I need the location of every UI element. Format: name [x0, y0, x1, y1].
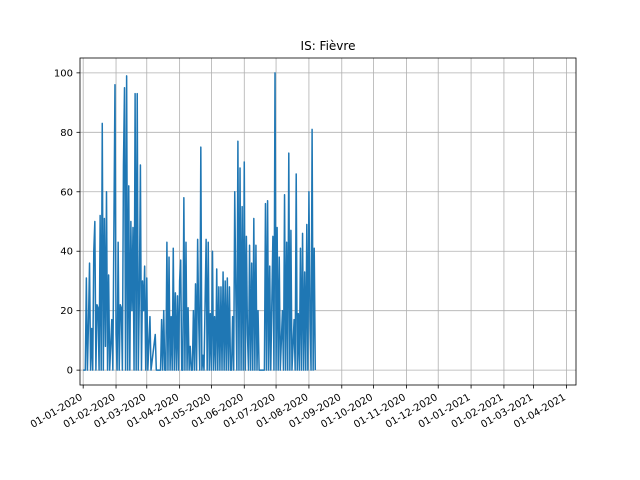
y-tick-label: 20	[60, 306, 73, 317]
y-tick-label: 100	[54, 68, 73, 79]
y-tick-label: 0	[67, 366, 73, 377]
chart-title: IS: Fièvre	[301, 39, 356, 53]
axes-frame	[79, 57, 577, 386]
plot-area	[83, 72, 317, 371]
y-tick-label: 40	[60, 247, 73, 258]
axes	[79, 57, 577, 386]
y-tick-label: 80	[60, 128, 73, 139]
y-axis: 0 20 40 60 80 100	[54, 68, 80, 377]
y-tick-label: 60	[60, 187, 73, 198]
series-line	[83, 72, 317, 371]
